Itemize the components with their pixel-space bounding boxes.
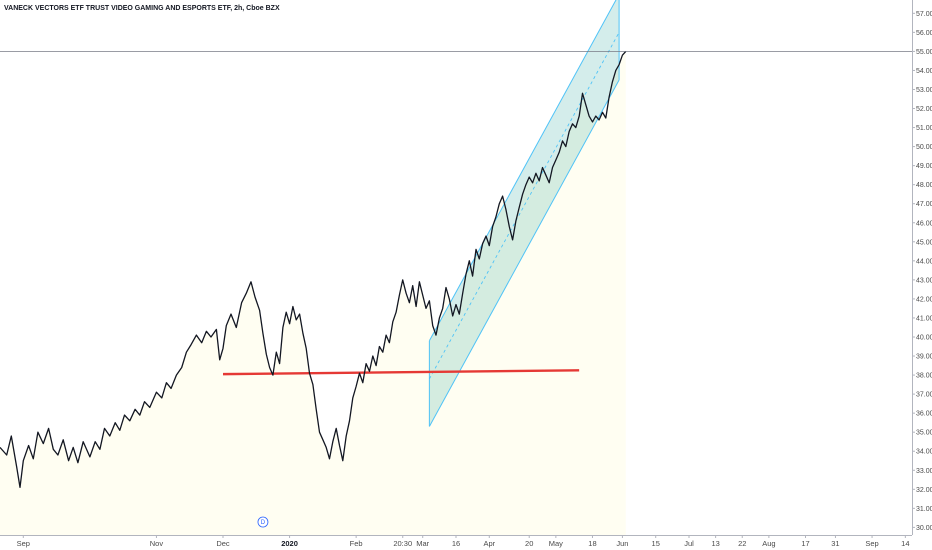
y-tick-label: 56.00 xyxy=(916,30,932,37)
y-tick-label: 54.00 xyxy=(916,68,932,75)
dividend-marker[interactable] xyxy=(257,516,269,528)
y-tick-label: 35.00 xyxy=(916,430,932,437)
area-fill xyxy=(0,51,626,535)
y-tick-label: 44.00 xyxy=(916,258,932,265)
x-tick-label: Jul xyxy=(684,539,694,548)
support-line[interactable] xyxy=(222,369,580,376)
x-tick-label: Jun xyxy=(616,539,628,548)
y-tick-label: 36.00 xyxy=(916,411,932,418)
y-axis[interactable]: 30.00 31.00 32.00 33.00 34.00 35.00 36.00 37.00… xyxy=(912,0,932,550)
y-tick-label: 37.00 xyxy=(916,392,932,399)
x-tick-label: 18 xyxy=(588,539,596,548)
x-tick-label: 22 xyxy=(738,539,746,548)
x-tick-label: Sep xyxy=(17,539,30,548)
y-tick-label: 43.00 xyxy=(916,277,932,284)
y-tick-label: 55.00 xyxy=(916,49,932,56)
y-tick-label: 53.00 xyxy=(916,87,932,94)
channel-lower-line[interactable] xyxy=(428,79,620,427)
y-tick-label: 57.00 xyxy=(916,11,932,18)
y-tick-label: 47.00 xyxy=(916,201,932,208)
price-line[interactable] xyxy=(0,50,627,489)
y-tick-label: 46.00 xyxy=(916,220,932,227)
x-tick-label: 20 xyxy=(525,539,533,548)
channel-fill xyxy=(429,0,620,427)
x-tick-label: Mar xyxy=(416,539,429,548)
support-trendline[interactable] xyxy=(222,369,580,376)
y-tick-label: 45.00 xyxy=(916,239,932,246)
x-tick-label: Aug xyxy=(762,539,775,548)
x-tick-label: 15 xyxy=(652,539,660,548)
x-axis[interactable]: Sep Nov Dec 2020 Feb 20:30 Mar 16 Apr 20 May 18 Jun 1… xyxy=(0,516,932,550)
current-price-line: 55.00 xyxy=(0,45,932,58)
x-tick-label: 14 xyxy=(901,539,909,548)
x-tick-label: May xyxy=(549,539,563,548)
y-tick-label: 32.00 xyxy=(916,487,932,494)
y-tick-label: 50.00 xyxy=(916,144,932,151)
x-axis-panel xyxy=(0,535,932,550)
y-tick-label: 34.00 xyxy=(916,449,932,456)
y-tick-label: 49.00 xyxy=(916,163,932,170)
x-tick-label: 16 xyxy=(452,539,460,548)
chart-title: VANECK VECTORS ETF TRUST VIDEO GAMING AN… xyxy=(4,5,280,12)
y-tick-label: 51.00 xyxy=(916,125,932,132)
x-tick-label: Dec xyxy=(216,539,230,548)
x-tick-label: Sep xyxy=(865,539,878,548)
channel-upper-line[interactable] xyxy=(428,0,619,342)
y-tick-label: 40.00 xyxy=(916,334,932,341)
x-tick-label: 13 xyxy=(711,539,719,548)
y-tick-label: 30.00 xyxy=(916,525,932,532)
x-tick-label: 17 xyxy=(801,539,809,548)
y-tick-label: 41.00 xyxy=(916,315,932,322)
x-tick-label: 20:30 xyxy=(393,539,412,548)
y-tick-label: 33.00 xyxy=(916,468,932,475)
x-tick-label: Apr xyxy=(483,539,495,548)
y-axis-panel xyxy=(912,0,932,550)
dividend-marker-label: D xyxy=(261,520,266,526)
y-tick-label: 31.00 xyxy=(916,506,932,513)
y-tick-label: 38.00 xyxy=(916,373,932,380)
y-tick-label: 39.00 xyxy=(916,354,932,361)
y-tick-label: 42.00 xyxy=(916,296,932,303)
x-tick-label: 31 xyxy=(831,539,839,548)
y-tick-label: 52.00 xyxy=(916,106,932,113)
x-tick-label: Nov xyxy=(150,539,164,548)
x-tick-label: Feb xyxy=(350,539,363,548)
x-tick-label: 2020 xyxy=(281,539,298,548)
background-fill xyxy=(0,51,626,535)
y-tick-label: 48.00 xyxy=(916,182,932,189)
price-series xyxy=(0,50,627,489)
